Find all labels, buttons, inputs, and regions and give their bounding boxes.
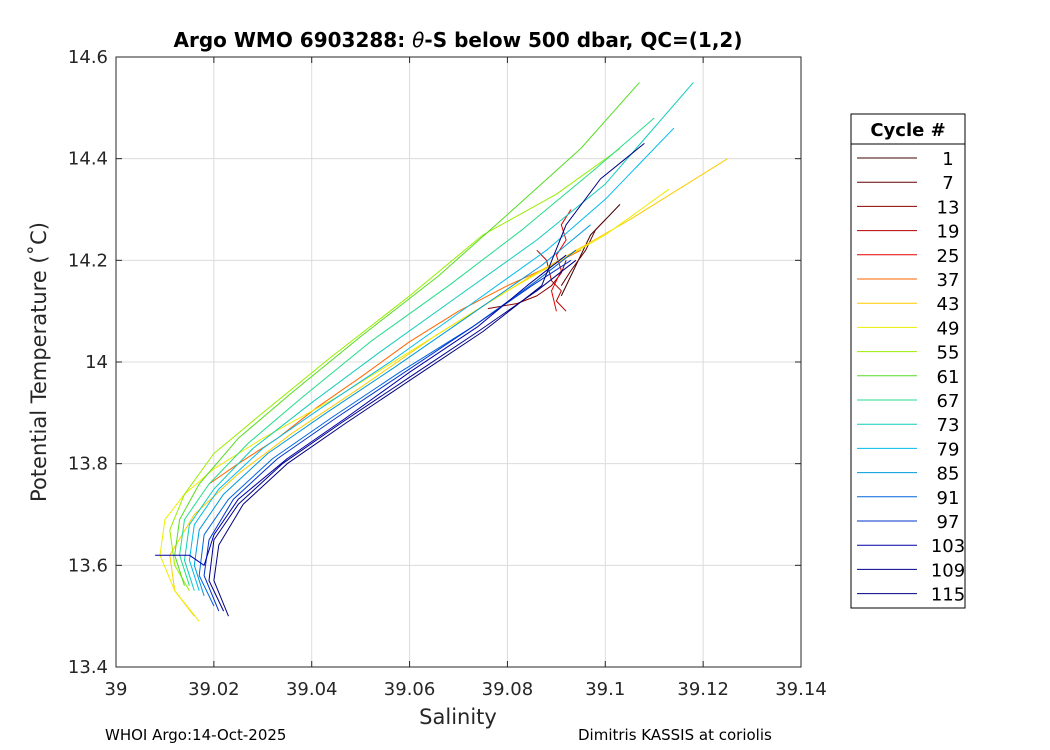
series-line-cycle-25	[551, 209, 572, 312]
legend-box	[850, 113, 966, 609]
footer-credit: Dimitris KASSIS at coriolis	[578, 726, 772, 744]
x-axis-label: Salinity	[419, 705, 497, 729]
series-line-cycle-85	[193, 224, 591, 596]
legend-label-cycle-19: 19	[937, 222, 960, 243]
legend-label-cycle-97: 97	[937, 512, 960, 533]
legend-label-cycle-115: 115	[931, 585, 965, 606]
x-tick-label: 39	[105, 679, 128, 700]
series-line-cycle-19	[536, 249, 567, 312]
legend-label-cycle-85: 85	[937, 464, 960, 485]
x-tick-label: 39.08	[482, 679, 534, 700]
chart-title-prefix: Argo WMO 6903288:	[174, 28, 413, 52]
legend-label-cycle-25: 25	[937, 246, 960, 267]
legend-label-cycle-67: 67	[937, 391, 960, 412]
y-axis-label: Potential Temperature (˚C)	[27, 222, 51, 502]
legend-label-cycle-91: 91	[937, 488, 960, 509]
chart-title-suffix: -S below 500 dbar, QC=(1,2)	[424, 28, 742, 52]
y-tick-label: 14.4	[68, 149, 108, 170]
series-line-cycle-115	[213, 143, 645, 617]
series-layer	[155, 82, 728, 622]
series-line-cycle-79	[188, 127, 675, 591]
legend-label-cycle-49: 49	[937, 318, 960, 339]
x-tick-label: 39.04	[286, 679, 338, 700]
legend-label-cycle-1: 1	[942, 149, 953, 170]
legend-label-cycle-43: 43	[937, 294, 960, 315]
y-tick-label: 14.2	[68, 250, 108, 271]
x-tick-label: 39.1	[585, 679, 625, 700]
ticks: 39 39.02 39.04 39.06 39.08 39.1 39.12 39.14 13.4…	[68, 47, 827, 700]
series-line-cycle-37	[208, 249, 582, 485]
legend-label-cycle-73: 73	[937, 415, 960, 436]
series-line-cycle-103	[155, 254, 567, 566]
legend-label-cycle-109: 109	[931, 560, 965, 581]
legend-label-cycle-61: 61	[937, 367, 960, 388]
series-line-cycle-67	[179, 117, 655, 586]
x-tick-label: 39.06	[384, 679, 436, 700]
y-tick-label: 13.6	[68, 555, 108, 576]
chart-title: Argo WMO 6903288: θ-S below 500 dbar, QC…	[174, 28, 743, 52]
legend-label-cycle-13: 13	[937, 197, 960, 218]
x-tick-label: 39.02	[188, 679, 240, 700]
y-tick-label: 13.8	[68, 454, 108, 475]
legend-title: Cycle #	[870, 120, 945, 141]
series-line-cycle-73	[184, 82, 694, 591]
legend: Cycle # 1 7 13 19 25 37 43 49 55 61 67 73 79 85 91 97 10…	[850, 113, 966, 609]
footer-date: WHOI Argo:14-Oct-2025	[105, 726, 287, 744]
legend-label-cycle-7: 7	[942, 173, 953, 194]
series-line-cycle-1	[560, 204, 621, 297]
legend-label-cycle-79: 79	[937, 439, 960, 460]
series-line-cycle-7	[560, 219, 606, 286]
series-line-cycle-61	[174, 82, 640, 586]
series-line-cycle-55	[169, 148, 621, 591]
legend-label-cycle-37: 37	[937, 270, 960, 291]
x-tick-label: 39.14	[775, 679, 827, 700]
x-tick-label: 39.12	[677, 679, 729, 700]
chart-title-theta: θ	[412, 28, 424, 52]
series-line-cycle-109	[208, 259, 577, 612]
y-tick-label: 13.4	[68, 657, 108, 678]
y-tick-label: 14	[85, 352, 108, 373]
legend-label-cycle-103: 103	[931, 536, 965, 557]
legend-label-cycle-55: 55	[937, 343, 960, 364]
y-tick-label: 14.6	[68, 47, 108, 68]
